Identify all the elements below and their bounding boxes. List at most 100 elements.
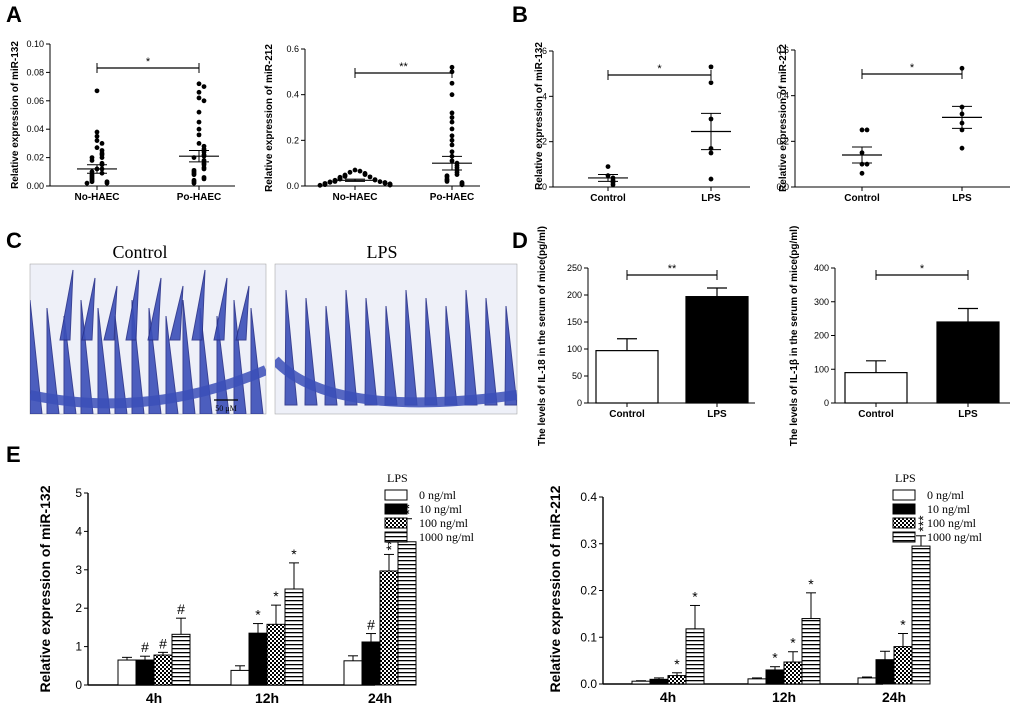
data-point: [449, 149, 455, 155]
legend-swatch: [384, 531, 408, 543]
y-axis-title: Relative expression of miR-212: [547, 485, 563, 692]
y-tick-label: 300: [814, 297, 829, 307]
chart-d2-il1b: 0 100 200 300 400 The levels of IL-1β in the …: [789, 226, 1010, 446]
villus-shape: [191, 269, 206, 341]
data-point: [449, 92, 455, 98]
histology-lps: LPS: [274, 242, 518, 415]
data-point: [449, 142, 455, 148]
y-tick-label: 0.00: [26, 181, 44, 191]
y-tick-label: 4: [542, 91, 547, 101]
x-category-label: 4h: [660, 689, 676, 705]
chart-e2-mir212-time: 0.0 0.1 0.2 0.3 0.4 Relative expression of mi…: [547, 471, 983, 705]
bar: [801, 618, 821, 685]
data-point: [196, 109, 202, 115]
villus-shape: [213, 277, 228, 341]
x-category-label: Control: [609, 409, 645, 420]
y-tick-label: 0.3: [580, 537, 597, 551]
significance-mark: *: [790, 635, 796, 651]
villus-shape: [504, 305, 517, 406]
data-point: [94, 88, 100, 94]
x-category-label: No-HAEC: [75, 192, 120, 203]
x-category-label: Control: [590, 193, 626, 204]
data-point: [864, 161, 870, 167]
data-point: [99, 155, 105, 161]
data-point: [708, 80, 714, 86]
data-point: [859, 127, 865, 133]
y-tick-label: 50: [572, 371, 582, 381]
bar: [153, 654, 173, 686]
data-point: [610, 182, 616, 188]
legend-label: 100 ng/ml: [927, 516, 977, 530]
bar: [230, 669, 250, 686]
data-point: [94, 129, 100, 135]
y-tick-label: 0.08: [26, 67, 44, 77]
x-category-label: LPS: [701, 193, 721, 204]
y-tick-label: 0: [75, 678, 82, 692]
y-tick-label: 1: [75, 640, 82, 654]
bar: [248, 632, 268, 686]
data-point: [367, 174, 373, 180]
data-point: [327, 179, 333, 185]
y-tick-label: 0.4: [580, 490, 597, 504]
villus-shape: [235, 285, 250, 341]
data-point: [196, 126, 202, 132]
x-category-label: Po-HAEC: [430, 192, 474, 203]
histology-control: Control 50 μM: [29, 242, 267, 415]
bar: [266, 623, 286, 686]
data-point: [449, 119, 455, 125]
data-point: [201, 84, 207, 89]
legend-label: 0 ng/ml: [419, 488, 457, 502]
panel-letter-e: E: [6, 442, 21, 467]
data-point: [201, 166, 207, 172]
bar: [936, 321, 1000, 404]
bar: [685, 628, 705, 685]
data-point: [864, 127, 870, 133]
y-tick-label: 4: [75, 524, 82, 538]
data-point: [352, 167, 358, 173]
significance-mark: *: [692, 588, 698, 604]
significance-mark: *: [291, 546, 297, 562]
y-axis-title: Relative expression of miR-212: [778, 44, 789, 192]
bar: [361, 641, 381, 686]
bar: [685, 296, 749, 404]
bar: [595, 350, 659, 404]
y-tick-label: 0: [577, 398, 582, 408]
bar: [747, 678, 767, 685]
bar: [667, 675, 687, 685]
panel-letter-c: C: [6, 228, 22, 253]
y-tick-label: 0.02: [26, 153, 44, 163]
data-point: [459, 182, 465, 188]
x-category-label: 4h: [146, 690, 162, 706]
muscularis-band: [30, 365, 266, 409]
y-tick-label: 0.4: [776, 91, 789, 101]
data-point: [859, 170, 865, 176]
bar: [783, 661, 803, 685]
significance-mark: *: [674, 656, 680, 672]
data-point: [387, 182, 393, 188]
y-tick-label: 150: [567, 317, 582, 327]
data-point: [104, 180, 110, 186]
data-point: [449, 110, 455, 116]
bar: [117, 659, 137, 686]
villus-shape: [147, 277, 162, 341]
y-tick-label: 200: [814, 331, 829, 341]
y-tick-label: 2: [75, 601, 82, 615]
legend-swatch: [892, 517, 916, 529]
data-point: [89, 158, 95, 163]
villus-shape: [125, 269, 140, 341]
data-point: [454, 172, 460, 177]
y-axis-title: Relative expression of miR-132: [37, 485, 53, 692]
y-tick-label: 0.2: [580, 584, 597, 598]
data-point: [201, 176, 207, 182]
bar: [171, 633, 191, 686]
y-tick-label: 0.2: [286, 135, 299, 145]
bar: [343, 660, 363, 686]
data-point: [94, 145, 100, 151]
y-tick-label: 3: [75, 563, 82, 577]
y-axis-title: Relative expression of miR-132: [10, 41, 21, 189]
significance-mark: #: [367, 617, 375, 633]
bar: [631, 680, 651, 685]
y-tick-label: 0: [824, 398, 829, 408]
muscularis-band: [275, 356, 517, 408]
